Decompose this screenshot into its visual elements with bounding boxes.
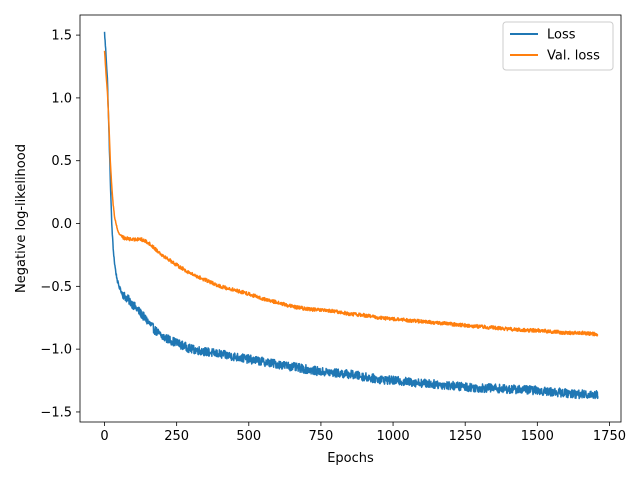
y-axis-label: Negative log-likelihood	[14, 144, 29, 293]
x-axis-label: Epochs	[327, 451, 374, 466]
x-tick-label: 750	[309, 429, 334, 444]
y-tick-label: 1.5	[51, 29, 72, 44]
legend-label-loss: Loss	[547, 28, 576, 43]
y-tick-label: −1.0	[40, 343, 72, 358]
x-tick-label: 1500	[521, 429, 554, 444]
x-tick-label: 1750	[593, 429, 626, 444]
x-tick-label: 500	[236, 429, 261, 444]
legend-label-val-loss: Val. loss	[547, 49, 600, 64]
y-tick-label: −0.5	[40, 280, 72, 295]
plot-area	[103, 31, 599, 400]
x-tick-label: 0	[100, 429, 108, 444]
legend: Loss Val. loss	[502, 21, 614, 71]
x-tick-label: 1250	[449, 429, 482, 444]
x-axis: 0 250 500 750 1000 1250 1500 1750	[100, 422, 626, 444]
x-tick-label: 250	[164, 429, 189, 444]
y-tick-label: 1.0	[51, 91, 72, 106]
y-tick-label: 0.0	[51, 217, 72, 232]
series-line-val-loss	[103, 50, 599, 337]
x-tick-label: 1000	[377, 429, 410, 444]
y-tick-label: 0.5	[51, 154, 72, 169]
axes-frame	[79, 14, 622, 423]
y-tick-label: −1.5	[40, 405, 72, 420]
series-line-loss	[103, 31, 599, 400]
y-axis: −1.5 −1.0 −0.5 0.0 0.5 1.0 1.5	[40, 29, 80, 420]
